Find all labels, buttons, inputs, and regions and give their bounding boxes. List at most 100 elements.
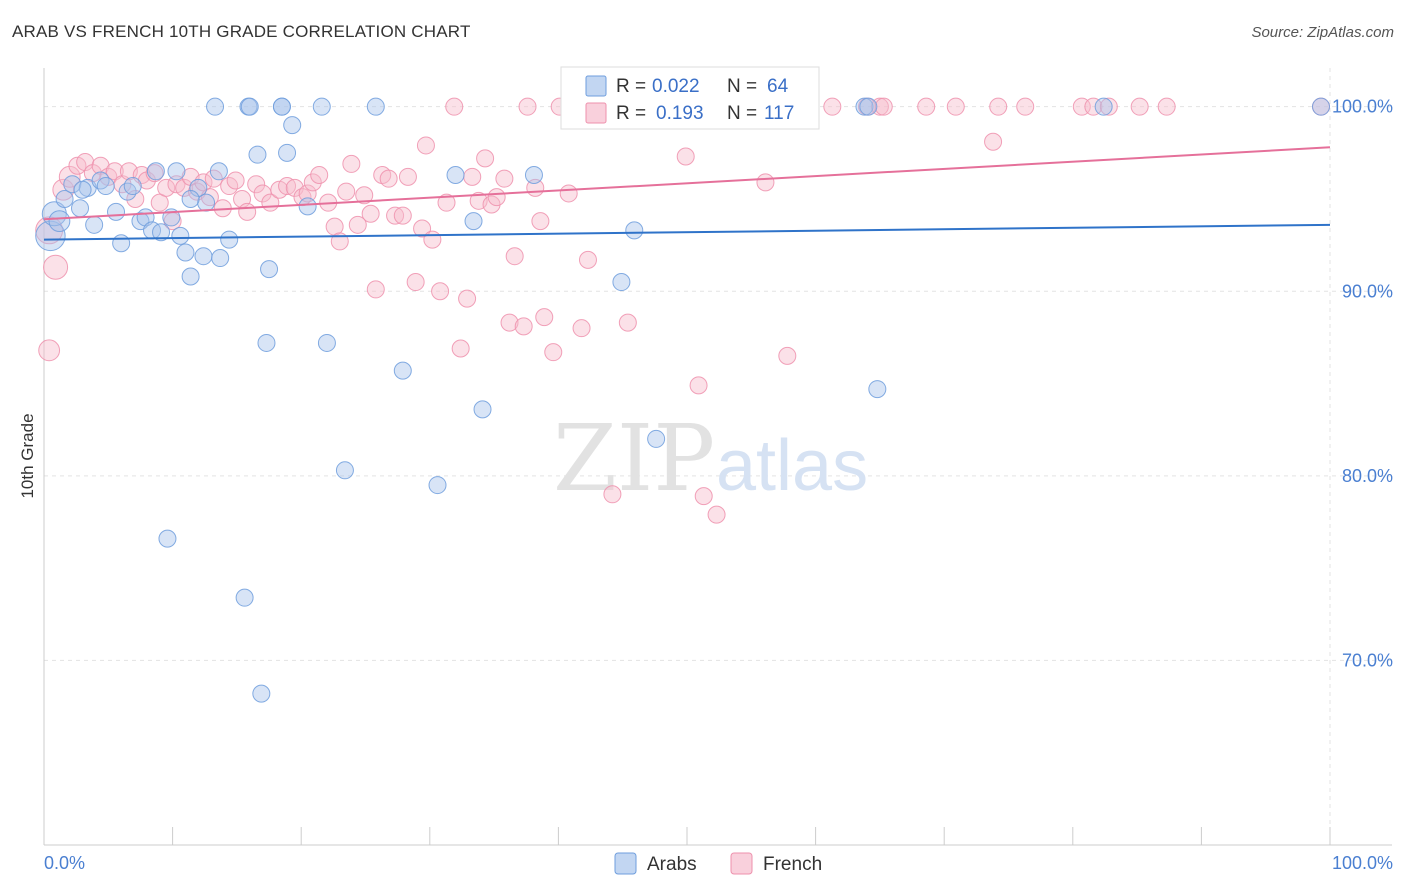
arab-point	[283, 116, 302, 135]
legend-swatch-french-bottom	[730, 852, 753, 875]
arab-point	[446, 165, 465, 184]
french-point	[476, 149, 495, 168]
french-point	[379, 169, 398, 188]
legend-swatch-arabs-bottom	[614, 852, 637, 875]
arab-point	[272, 97, 291, 116]
arab-point	[317, 333, 336, 352]
french-point	[298, 184, 317, 203]
french-trend-line	[43, 146, 1331, 221]
french-point	[946, 97, 965, 116]
legend-n-label-arabs: N =	[727, 76, 757, 97]
french-point	[451, 339, 470, 358]
arab-point	[859, 97, 878, 116]
french-point	[361, 204, 380, 223]
legend-label-french: French	[763, 854, 822, 875]
french-point	[342, 154, 361, 173]
arab-point	[868, 380, 887, 399]
arab-point	[73, 180, 92, 199]
french-point	[366, 280, 385, 299]
arab-point	[252, 684, 271, 703]
french-point	[247, 175, 266, 194]
arab-point	[71, 199, 90, 218]
french-point	[823, 97, 842, 116]
tick-labels: 70.0% 80.0% 90.0% 100.0% 0.0% 100.0%	[44, 97, 1393, 873]
grid-layer	[44, 68, 1392, 845]
arab-point	[118, 182, 137, 201]
watermark-zip: ZIP	[553, 405, 715, 512]
french-point	[423, 230, 442, 249]
french-point	[1130, 97, 1149, 116]
arab-point	[107, 202, 126, 221]
french-point	[518, 97, 537, 116]
trend-layer	[43, 146, 1331, 241]
french-point	[386, 206, 405, 225]
axes-layer	[43, 68, 1392, 846]
french-point	[689, 376, 708, 395]
legend-r-label-arabs: R =	[616, 76, 646, 97]
arab-trend-line	[43, 223, 1331, 241]
french-point	[544, 343, 563, 362]
french-point	[505, 247, 524, 266]
arab-point	[112, 234, 131, 253]
legend-r-label-french: R =	[616, 103, 646, 124]
y-tick-label: 70.0%	[1342, 650, 1393, 670]
arab-point	[209, 162, 228, 181]
arab-point	[257, 333, 276, 352]
french-point	[618, 313, 637, 332]
arab-point	[335, 461, 354, 480]
arab-point	[312, 97, 331, 116]
arab-point	[612, 273, 631, 292]
legend-r-value-french: 0.193	[656, 103, 704, 124]
arab-point	[625, 221, 644, 240]
arab-point	[206, 97, 225, 116]
french-point	[500, 313, 519, 332]
arab-point	[91, 171, 110, 190]
arab-point	[197, 193, 216, 212]
arab-point	[1311, 97, 1330, 116]
legend-r-value-arabs: 0.022	[652, 76, 700, 97]
chart-title: ARAB VS FRENCH 10TH GRADE CORRELATION CH…	[12, 22, 471, 41]
french-point	[445, 97, 464, 116]
french-point	[337, 182, 356, 201]
french-point	[756, 173, 775, 192]
french-point	[238, 202, 257, 221]
arab-point	[181, 189, 200, 208]
legend-n-label-french: N =	[727, 103, 757, 124]
french-point	[278, 177, 297, 196]
series-legend: Arabs French	[614, 852, 822, 875]
french-point	[603, 485, 622, 504]
watermark: ZIP atlas	[553, 405, 868, 512]
french-point	[226, 171, 245, 190]
arab-point	[55, 189, 74, 208]
arab-point	[278, 143, 297, 162]
arab-point	[171, 226, 190, 245]
arab-point	[123, 177, 142, 196]
arab-point	[167, 162, 186, 181]
arab-point	[260, 260, 279, 279]
arab-point	[647, 429, 666, 448]
arab-point	[158, 529, 177, 548]
french-point	[1157, 97, 1176, 116]
french-point	[531, 212, 550, 231]
french-point	[431, 282, 450, 301]
french-point	[495, 169, 514, 188]
french-point	[398, 167, 417, 186]
arab-point	[181, 267, 200, 286]
french-point	[1084, 97, 1103, 116]
french-point	[578, 250, 597, 269]
french-point	[694, 487, 713, 506]
french-point	[778, 346, 797, 365]
arab-point	[235, 588, 254, 607]
x-tick-label: 100.0%	[1332, 853, 1393, 873]
arab-point	[96, 177, 115, 196]
french-point	[989, 97, 1008, 116]
arab-point	[211, 249, 230, 268]
y-tick-label: 100.0%	[1332, 97, 1393, 117]
french-point	[707, 505, 726, 524]
french-point	[393, 206, 412, 225]
french-point	[572, 319, 591, 338]
arab-point	[63, 175, 82, 194]
arab-point	[176, 243, 195, 262]
